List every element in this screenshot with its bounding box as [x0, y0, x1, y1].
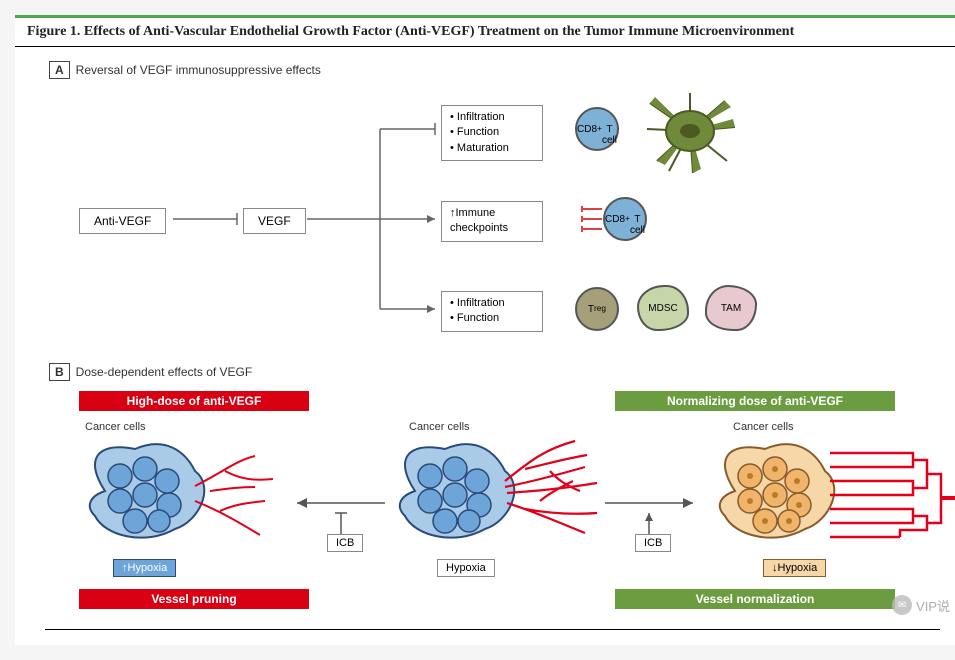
banner-vessel-normalization: Vessel normalization [615, 589, 895, 609]
dendritic-cell-icon [635, 83, 745, 179]
cd8-tcell-icon: CD8+T cell [575, 107, 619, 151]
cd8-tcell-checkpoint-icon: CD8+T cell [603, 197, 647, 241]
treg-cell-icon: Treg [575, 287, 619, 331]
wechat-icon: ✉ [892, 595, 912, 615]
panel-b-arrows [45, 391, 940, 621]
effect-box-1: • Infiltration • Function • Maturation [441, 105, 543, 161]
panel-a: Anti-VEGF VEGF • Infiltration • Function… [45, 89, 940, 349]
figure-footer-rule [45, 629, 940, 630]
hypoxia-up: ↑Hypoxia [113, 559, 176, 577]
watermark: ✉ VIP说 [892, 595, 950, 615]
box-anti-vegf: Anti-VEGF [79, 208, 166, 234]
hypoxia-mid: Hypoxia [437, 559, 495, 577]
panel-b-caption: Dose-dependent effects of VEGF [76, 365, 253, 379]
panel-a-caption: Reversal of VEGF immunosuppressive effec… [76, 63, 321, 77]
panel-a-label: A Reversal of VEGF immunosuppressive eff… [49, 61, 955, 79]
panel-b-label: B Dose-dependent effects of VEGF [49, 363, 955, 381]
icb-label-left: ICB [327, 534, 363, 552]
tam-cell-icon: TAM [705, 285, 757, 331]
panel-a-tag: A [49, 61, 70, 79]
effect-box-2: ↑Immune checkpoints [441, 201, 543, 242]
mdsc-cell-icon: MDSC [637, 285, 689, 331]
panel-b-tag: B [49, 363, 70, 381]
figure-title: Figure 1. Effects of Anti-Vascular Endot… [15, 15, 955, 47]
banner-vessel-pruning: Vessel pruning [79, 589, 309, 609]
hypoxia-down: ↓Hypoxia [763, 559, 826, 577]
effect-box-3: • Infiltration • Function [441, 291, 543, 332]
panel-b: High-dose of anti-VEGF Normalizing dose … [45, 391, 940, 621]
icb-label-right: ICB [635, 534, 671, 552]
box-vegf: VEGF [243, 208, 306, 234]
